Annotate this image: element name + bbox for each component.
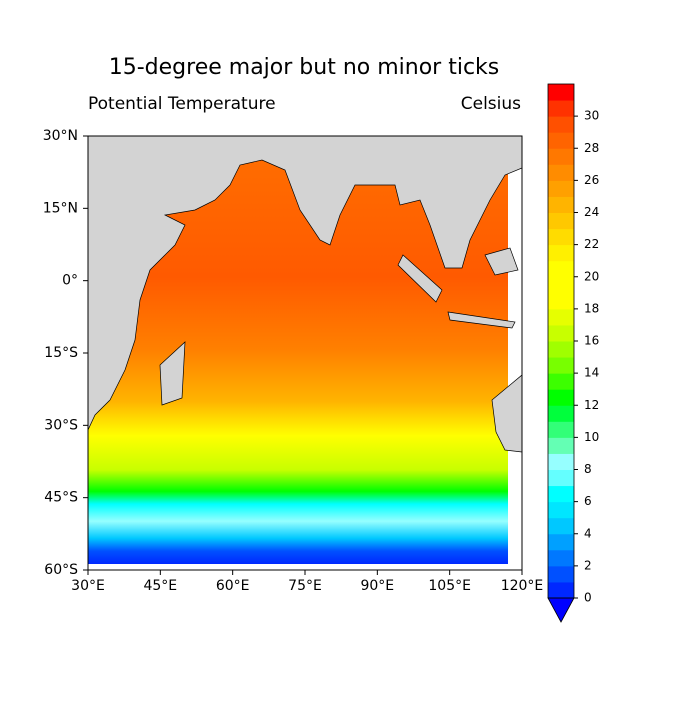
x-tick-label: 45°E	[143, 578, 177, 594]
left-subtitle: Potential Temperature	[88, 94, 276, 114]
colorbar-band	[548, 437, 574, 454]
colorbar-band	[548, 132, 574, 149]
colorbar-band	[548, 581, 574, 599]
colorbar-tick-label: 18	[584, 301, 599, 315]
y-tick-label: 30°S	[44, 417, 78, 433]
colorbar-band	[548, 100, 574, 117]
colorbar-tick-label: 12	[584, 398, 599, 412]
colorbar-band	[548, 565, 574, 583]
land	[88, 136, 522, 453]
colorbar-tick-label: 14	[584, 366, 599, 380]
colorbar-tick-label: 16	[584, 334, 599, 348]
colorbar-band	[548, 244, 574, 262]
colorbar-tick-label: 8	[584, 462, 592, 476]
colorbar-band	[548, 485, 574, 503]
x-tick-label: 30°E	[71, 578, 105, 594]
colorbar-band	[548, 292, 574, 310]
colorbar-tick-label: 26	[584, 173, 599, 187]
colorbar-band	[548, 421, 574, 438]
map	[88, 136, 522, 564]
colorbar-tick-label: 6	[584, 494, 592, 508]
y-tick-label: 30°N	[43, 128, 78, 144]
colorbar-band	[548, 373, 574, 390]
colorbar-band	[548, 453, 574, 470]
y-tick-label: 45°S	[44, 490, 78, 506]
colorbar-tick-label: 22	[584, 237, 599, 251]
colorbar-tick-label: 28	[584, 141, 599, 155]
colorbar-band	[548, 180, 574, 197]
colorbar-tick-label: 2	[584, 558, 592, 572]
colorbar-band	[548, 549, 574, 567]
colorbar-band	[548, 116, 574, 133]
y-tick-label: 15°N	[43, 200, 78, 216]
y-tick-label: 60°S	[44, 562, 78, 578]
title: 15-degree major but no minor ticks	[109, 55, 500, 80]
colorbar-band	[548, 469, 574, 487]
x-tick-label: 90°E	[360, 578, 394, 594]
colorbar-band	[548, 405, 574, 422]
colorbar-tick-label: 20	[584, 269, 599, 283]
colorbar-band	[548, 308, 574, 326]
y-tick-label: 0°	[62, 273, 78, 289]
colorbar-band	[548, 276, 574, 294]
colorbar-band	[548, 357, 574, 374]
colorbar-band	[548, 228, 574, 246]
colorbar-band	[548, 341, 574, 358]
colorbar-tick-label: 24	[584, 205, 599, 219]
colorbar-band	[548, 196, 574, 213]
axes: 30°E 45°E 60°E 75°E 90°E 105°E 120°E 30°N 15°N 0°…	[43, 128, 544, 594]
colorbar-tick-label: 30	[584, 109, 599, 123]
colorbar-band	[548, 501, 574, 519]
colorbar-band	[548, 148, 574, 165]
y-tick-label: 15°S	[44, 345, 78, 361]
colorbar-band	[548, 533, 574, 551]
colorbar-band	[548, 517, 574, 535]
colorbar-band	[548, 260, 574, 278]
colorbar-extend	[547, 597, 575, 623]
colorbar-band	[548, 84, 574, 101]
colorbar-tick-label: 0	[584, 591, 592, 605]
right-subtitle: Celsius	[461, 94, 521, 114]
colorbar-band	[548, 164, 574, 181]
colorbar-band	[548, 212, 574, 230]
colorbar-band	[548, 389, 574, 406]
colorbar-tick-label: 4	[584, 526, 592, 540]
x-tick-label: 120°E	[501, 578, 544, 594]
x-tick-label: 105°E	[428, 578, 471, 594]
colorbar-band	[548, 324, 574, 342]
x-tick-label: 60°E	[216, 578, 250, 594]
x-tick-label: 75°E	[288, 578, 322, 594]
colorbar-tick-label: 10	[584, 430, 599, 444]
